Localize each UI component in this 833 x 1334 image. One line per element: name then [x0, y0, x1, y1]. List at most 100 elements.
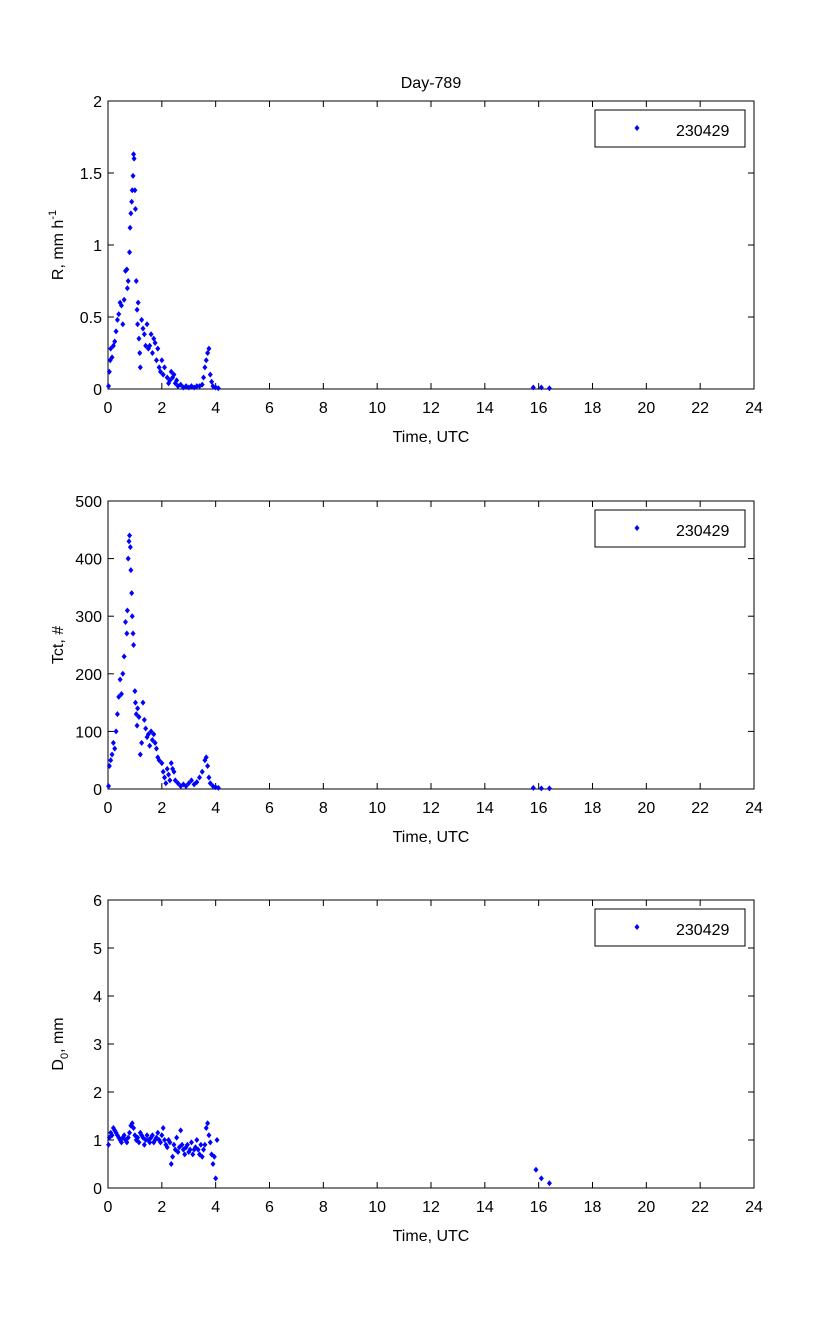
x-tick-label: 16 — [530, 800, 548, 817]
x-tick-label: 14 — [476, 800, 494, 817]
data-point — [140, 325, 146, 332]
data-point — [199, 1153, 205, 1160]
data-point — [153, 357, 159, 364]
x-tick-label: 4 — [211, 400, 220, 417]
data-point — [195, 1146, 201, 1153]
x-tick-label: 12 — [422, 400, 440, 417]
x-tick-label: 0 — [104, 1199, 113, 1216]
data-point — [194, 1137, 200, 1143]
data-point — [203, 754, 209, 761]
y-tick-label: 300 — [75, 609, 102, 626]
data-point — [178, 1127, 184, 1134]
data-point — [188, 777, 194, 784]
x-tick-label: 10 — [368, 1199, 386, 1216]
data-point — [201, 1146, 207, 1153]
legend-label: 230429 — [676, 123, 729, 140]
data-point — [133, 278, 139, 284]
data-point — [164, 374, 170, 381]
data-point — [147, 1139, 153, 1146]
data-point — [112, 338, 118, 345]
y-tick-label: 100 — [75, 724, 102, 741]
data-point — [162, 1137, 168, 1143]
data-point — [530, 784, 536, 791]
data-point — [160, 768, 166, 775]
data-point — [131, 155, 137, 162]
data-point — [136, 335, 142, 342]
data-point — [135, 321, 141, 328]
y-tick-label: 1.5 — [80, 166, 102, 183]
data-point — [131, 151, 137, 158]
data-point — [178, 381, 184, 388]
data-point — [215, 385, 221, 392]
data-point — [114, 711, 120, 718]
data-point — [166, 771, 172, 778]
data-point — [164, 765, 170, 772]
data-point — [210, 1161, 216, 1167]
data-point — [124, 285, 130, 292]
data-point — [182, 1151, 188, 1158]
data-point — [129, 187, 135, 194]
data-point — [129, 613, 135, 620]
data-point — [109, 751, 115, 758]
data-point — [149, 737, 155, 744]
x-axis-label: Time, UTC — [393, 829, 470, 846]
data-point — [194, 383, 200, 390]
x-tick-label: 10 — [368, 800, 386, 817]
y-label-main: Tct, # — [50, 626, 67, 664]
data-point — [106, 783, 112, 790]
data-point — [132, 187, 138, 194]
data-point — [175, 1149, 181, 1155]
data-point — [132, 699, 138, 706]
y-tick-label: 1 — [93, 238, 102, 255]
data-point — [198, 1141, 204, 1148]
data-point — [128, 210, 134, 217]
x-tick-label: 16 — [530, 400, 548, 417]
data-point — [168, 760, 174, 767]
y-tick-label: 500 — [75, 494, 102, 511]
data-point — [137, 364, 143, 371]
data-point — [160, 1125, 166, 1131]
data-point — [162, 774, 168, 781]
data-point — [546, 785, 552, 792]
data-point — [148, 331, 154, 338]
y-axis-label: Tct, # — [50, 626, 67, 664]
data-point — [130, 630, 136, 637]
data-point — [116, 311, 122, 318]
data-point — [170, 1153, 176, 1160]
x-tick-label: 22 — [691, 800, 709, 817]
data-point — [162, 364, 168, 371]
data-point — [207, 1139, 213, 1146]
data-point — [130, 172, 136, 179]
data-point — [140, 699, 146, 706]
data-point — [159, 1132, 165, 1139]
data-point — [211, 1153, 217, 1160]
data-point — [143, 1137, 149, 1143]
data-point — [201, 374, 207, 381]
plot-area — [107, 100, 755, 390]
x-tick-label: 16 — [530, 1199, 548, 1216]
data-point — [202, 364, 208, 371]
data-point — [141, 1141, 147, 1148]
legend-marker-icon — [634, 525, 640, 531]
legend: 230429 — [594, 509, 746, 548]
data-point — [168, 1161, 174, 1167]
x-tick-label: 22 — [691, 1199, 709, 1216]
legend-marker-icon — [634, 924, 640, 930]
x-tick-label: 24 — [745, 400, 763, 417]
y-tick-label: 5 — [93, 941, 102, 958]
y-tick-label: 2 — [93, 94, 102, 111]
data-point — [108, 345, 114, 352]
data-point — [152, 739, 158, 746]
data-point — [199, 381, 205, 388]
data-point — [106, 383, 112, 390]
data-point — [121, 296, 127, 303]
data-point — [137, 350, 143, 356]
x-tick-label: 14 — [476, 400, 494, 417]
data-point — [174, 1134, 180, 1141]
data-point — [197, 774, 203, 781]
x-tick-label: 6 — [265, 800, 274, 817]
data-point — [187, 1146, 193, 1153]
legend: 230429 — [594, 908, 746, 947]
data-point — [121, 653, 127, 660]
data-point — [538, 384, 544, 391]
